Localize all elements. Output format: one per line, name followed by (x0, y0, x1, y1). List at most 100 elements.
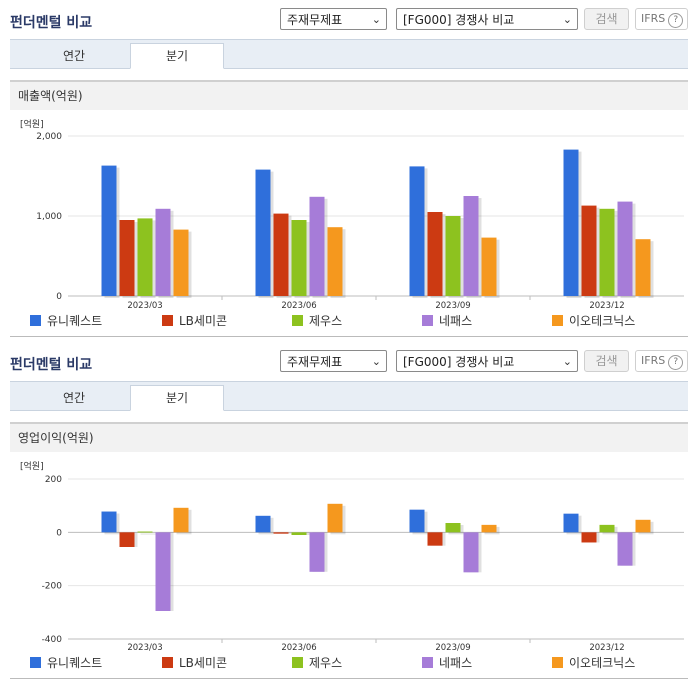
bar (309, 196, 325, 296)
legend-item[interactable]: 네패스 (422, 312, 472, 329)
bar (137, 218, 153, 296)
bar (599, 208, 615, 296)
help-icon[interactable]: ? (668, 355, 684, 370)
legend-item[interactable]: LB세미콘 (162, 654, 227, 671)
legend-swatch (30, 657, 41, 668)
legend-item[interactable]: 이오테크닉스 (552, 654, 635, 671)
ifrs-button[interactable]: IFRS? (635, 350, 688, 372)
legend-swatch (162, 315, 173, 326)
bar (101, 511, 117, 533)
compare-select[interactable]: [FG000] 경쟁사 비교 ⌄ (396, 8, 578, 30)
legend-item[interactable]: 이오테크닉스 (552, 312, 635, 329)
bar (119, 532, 135, 547)
chevron-down-icon: ⌄ (371, 355, 381, 368)
ifrs-button[interactable]: IFRS? (635, 8, 688, 30)
bar (617, 532, 633, 566)
panel-title: 펀더멘털 비교 (10, 357, 93, 373)
bar (255, 169, 271, 296)
bar (463, 532, 479, 573)
bar (563, 149, 579, 296)
legend-label: LB세미콘 (179, 314, 228, 328)
search-button[interactable]: 검색 (584, 8, 629, 30)
legend-item[interactable]: 유니퀘스트 (30, 654, 102, 671)
bar (409, 166, 425, 296)
statement-select[interactable]: 주재무제표 ⌄ (280, 350, 387, 372)
bar (291, 532, 307, 535)
bar (291, 220, 307, 296)
legend-swatch (422, 657, 433, 668)
bar (155, 208, 171, 296)
chevron-down-icon: ⌄ (562, 13, 572, 26)
y-tick-label: -400 (42, 635, 63, 645)
divider (10, 336, 688, 337)
ifrs-label: IFRS (641, 12, 666, 25)
bar (173, 229, 189, 296)
operating-income-chart: 200 0 -200 -400 2023/03 2023/06 2023/09 2023/12 (42, 475, 684, 653)
bar (273, 532, 289, 534)
divider (10, 678, 688, 679)
panel-header: 펀더멘털 비교 주재무제표 ⌄ [FG000] 경쟁사 비교 ⌄ 검색 IFRS… (0, 342, 696, 378)
bar (273, 213, 289, 296)
legend-label: 유니퀘스트 (47, 314, 103, 328)
bar (309, 532, 325, 572)
legend-item[interactable]: 네패스 (422, 654, 472, 671)
tab-annual[interactable]: 연간 (62, 49, 86, 63)
compare-select-value: [FG000] 경쟁사 비교 (403, 13, 515, 27)
legend-item[interactable]: LB세미콘 (162, 312, 227, 329)
chart-legend: 유니퀘스트 LB세미콘 제우스 네패스 이오테크닉스 (30, 312, 690, 328)
legend-label: 이오테크닉스 (569, 656, 636, 670)
legend-label: 제우스 (309, 314, 343, 328)
revenue-chart: 0 1,000 2,000 2023/03 2023/06 2023/09 2023/12 (36, 132, 684, 308)
legend-label: 네패스 (439, 314, 473, 328)
y-tick-label: 0 (56, 292, 62, 302)
bar (445, 523, 461, 533)
compare-select[interactable]: [FG000] 경쟁사 비교 ⌄ (396, 350, 578, 372)
legend-swatch (292, 657, 303, 668)
tab-quarterly[interactable]: 분기 (130, 43, 224, 69)
y-tick-label: -200 (42, 582, 63, 592)
panel-title: 펀더멘털 비교 (10, 15, 93, 31)
legend-swatch (292, 315, 303, 326)
search-button[interactable]: 검색 (584, 350, 629, 372)
bar (481, 237, 497, 296)
bar (173, 507, 189, 533)
chevron-down-icon: ⌄ (371, 13, 381, 26)
y-tick-label: 2,000 (36, 132, 62, 142)
tab-annual[interactable]: 연간 (62, 391, 86, 405)
legend-item[interactable]: 유니퀘스트 (30, 312, 102, 329)
x-tick-label: 2023/12 (589, 301, 624, 308)
legend-item[interactable]: 제우스 (292, 312, 342, 329)
legend-item[interactable]: 제우스 (292, 654, 342, 671)
x-tick-label: 2023/06 (281, 301, 316, 308)
fundamental-panel-operating-income: 펀더멘털 비교 주재무제표 ⌄ [FG000] 경쟁사 비교 ⌄ 검색 IFRS… (0, 342, 696, 684)
bar (119, 220, 135, 296)
statement-select[interactable]: 주재무제표 ⌄ (280, 8, 387, 30)
y-tick-label: 1,000 (36, 212, 62, 222)
legend-swatch (162, 657, 173, 668)
bar (599, 524, 615, 533)
x-tick-label: 2023/06 (281, 643, 316, 653)
bar (445, 216, 461, 296)
legend-swatch (422, 315, 433, 326)
section-title: 영업이익(억원) (10, 422, 688, 452)
bar (427, 212, 443, 296)
bar (635, 519, 651, 533)
x-tick-label: 2023/09 (435, 643, 470, 653)
bar (101, 165, 117, 296)
unit-label: [억원] (20, 120, 44, 130)
help-icon[interactable]: ? (668, 13, 684, 28)
chevron-down-icon: ⌄ (562, 355, 572, 368)
ifrs-label: IFRS (641, 354, 666, 367)
tab-quarterly[interactable]: 분기 (130, 385, 224, 411)
x-tick-label: 2023/12 (589, 643, 624, 653)
bar (581, 532, 597, 543)
period-tabs: 연간 분기 (10, 381, 688, 411)
legend-swatch (552, 315, 563, 326)
section-title: 매출액(억원) (10, 80, 688, 110)
fundamental-panel-revenue: 펀더멘털 비교 주재무제표 ⌄ [FG000] 경쟁사 비교 ⌄ 검색 IFRS… (0, 0, 696, 337)
panel-header: 펀더멘털 비교 주재무제표 ⌄ [FG000] 경쟁사 비교 ⌄ 검색 IFRS… (0, 0, 696, 36)
legend-label: 네패스 (439, 656, 473, 670)
x-tick-label: 2023/03 (127, 301, 162, 308)
legend-label: 제우스 (309, 656, 343, 670)
legend-label: LB세미콘 (179, 656, 228, 670)
